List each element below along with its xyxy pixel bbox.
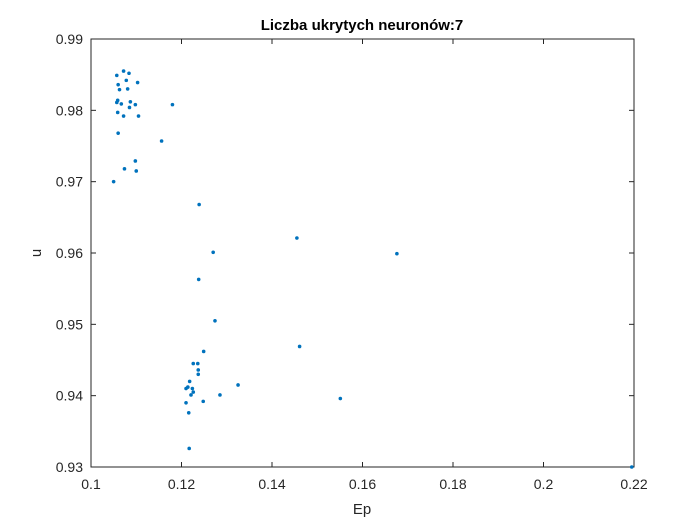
data-point — [170, 102, 175, 107]
data-point — [159, 139, 164, 143]
x-tick-label: 0.22 — [620, 476, 647, 492]
data-point — [191, 390, 196, 394]
data-point — [127, 105, 132, 110]
data-point — [184, 401, 188, 405]
data-point — [114, 73, 119, 78]
data-point — [191, 361, 196, 366]
data-point — [184, 386, 188, 391]
x-axis-label: Ep — [353, 501, 371, 518]
y-tick-label: 0.95 — [56, 316, 83, 332]
data-point — [297, 344, 302, 349]
data-point — [125, 87, 130, 91]
x-tick-label: 0.14 — [258, 476, 285, 492]
y-tick-label: 0.98 — [56, 102, 83, 118]
data-point — [629, 465, 634, 469]
data-point — [195, 361, 200, 366]
y-tick-label: 0.96 — [56, 245, 83, 261]
data-points — [111, 69, 634, 469]
data-point — [196, 277, 201, 282]
data-point — [116, 82, 120, 87]
data-point — [295, 236, 299, 240]
data-point — [196, 368, 201, 372]
chart-title: Liczba ukrytych neuronów:7 — [261, 17, 464, 34]
data-point — [114, 100, 119, 105]
data-point — [122, 167, 127, 171]
data-point — [236, 383, 240, 387]
data-point — [190, 386, 195, 391]
data-point — [128, 99, 133, 104]
data-point — [201, 399, 206, 404]
y-axis-label: u — [28, 249, 45, 257]
plot-area — [90, 38, 635, 468]
data-point — [136, 114, 141, 118]
data-point — [201, 349, 206, 354]
data-point — [117, 87, 122, 92]
data-point — [134, 169, 139, 173]
y-tick-label: 0.99 — [56, 31, 83, 47]
data-point — [197, 202, 201, 207]
x-tick-label: 0.1 — [81, 476, 101, 492]
data-point — [127, 71, 131, 76]
data-point — [135, 80, 140, 85]
data-point — [187, 446, 191, 451]
data-point — [187, 379, 192, 384]
data-point — [213, 318, 217, 323]
data-point — [111, 179, 116, 184]
data-point — [133, 159, 138, 163]
data-point — [196, 372, 201, 377]
x-tick-label: 0.18 — [439, 476, 466, 492]
data-point — [119, 102, 124, 106]
data-point — [121, 114, 126, 118]
data-point — [121, 69, 126, 73]
y-tick-label: 0.93 — [56, 459, 83, 475]
data-point — [338, 396, 343, 401]
x-tick-label: 0.2 — [534, 476, 554, 492]
y-tick-label: 0.97 — [56, 174, 83, 190]
y-tick-label: 0.94 — [56, 388, 83, 404]
data-point — [115, 110, 120, 115]
data-point — [124, 78, 129, 83]
data-point — [133, 102, 138, 107]
data-point — [186, 410, 191, 415]
data-point — [211, 250, 215, 255]
x-tick-label: 0.16 — [349, 476, 376, 492]
x-tick-label: 0.12 — [168, 476, 195, 492]
axis-ticks: 0.1 0.12 0.14 0.16 0.18 0.2 0.22 0.93 0.94 0.95 0.… — [56, 31, 648, 492]
data-point — [395, 251, 399, 256]
data-point — [116, 131, 120, 135]
data-point — [189, 393, 193, 397]
data-point — [218, 393, 222, 397]
